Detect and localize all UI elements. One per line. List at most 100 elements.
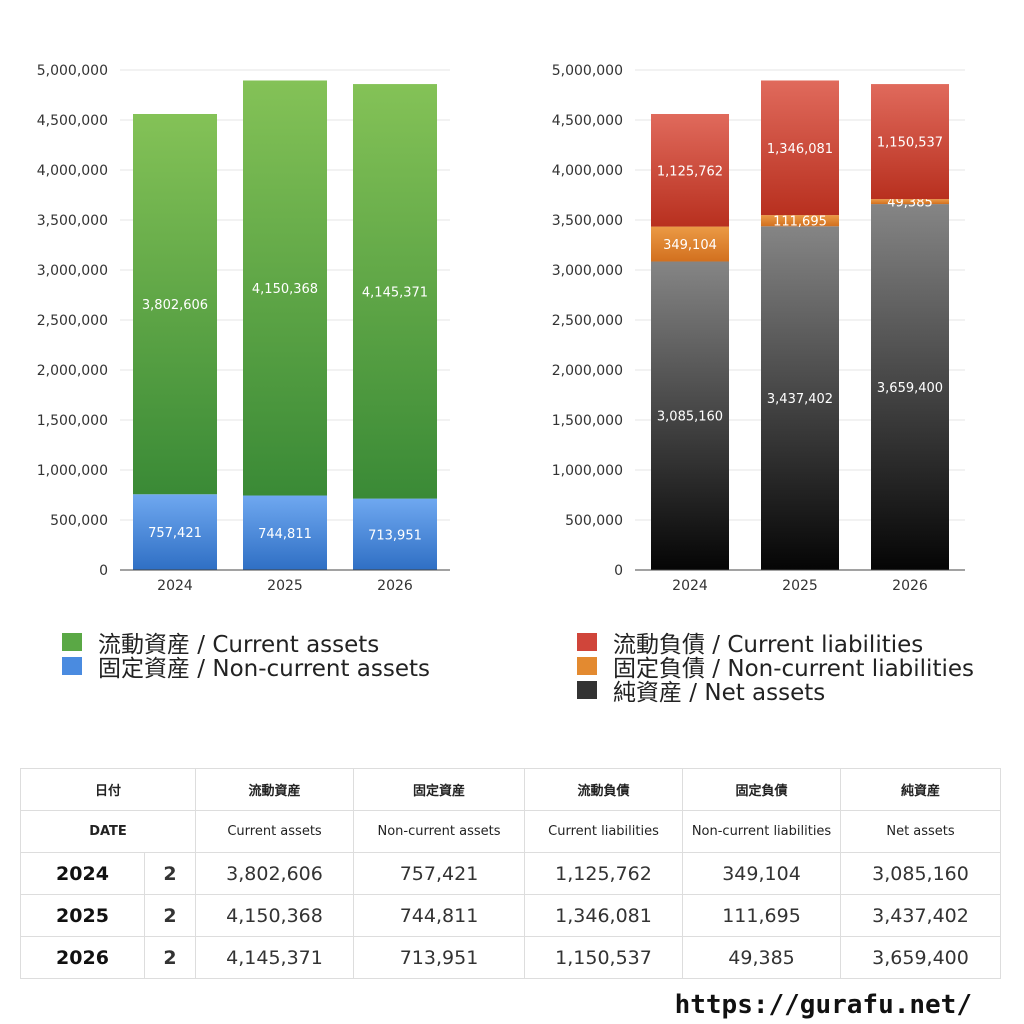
header-net-assets-ja: 純資産 [840,768,1002,811]
y-tick-label: 5,000,000 [552,63,623,79]
bar-segment [651,113,729,227]
assets-legend: 流動資産 / Current assets 固定資産 / Non-current… [62,630,430,682]
y-tick-label: 4,500,000 [552,113,623,129]
cell-noncurrent-liabilities: 111,695 [682,894,842,937]
row-date: 2024 [20,852,145,895]
row-count: 2 [143,852,197,895]
cell-current-assets: 4,145,371 [195,936,355,979]
legend-item-current-liabilities: 流動負債 / Current liabilities [577,630,974,658]
bar-segment [243,80,327,496]
y-tick-label: 3,000,000 [552,263,623,279]
y-tick-label: 2,500,000 [552,313,623,329]
cell-current-liabilities: 1,125,762 [524,852,684,895]
header-net-assets-en: Net assets [840,810,1002,853]
row-date: 2025 [20,894,145,937]
legend-label-noncurrent-assets: 固定資産 / Non-current assets [98,656,431,682]
table-header-row-en: DATE Current assets Non-current assets C… [19,810,1002,853]
cell-current-assets: 3,802,606 [195,852,355,895]
bar-value-label: 3,802,606 [142,298,208,313]
bar-value-label: 4,150,368 [252,282,318,297]
bar-value-label: 49,385 [887,196,933,211]
cell-noncurrent-liabilities: 349,104 [682,852,842,895]
table-header-row-ja: 日付 流動資産 固定資産 流動負債 固定負債 純資産 [19,768,1002,811]
bar-value-label: 713,951 [368,528,422,543]
bar-segment [871,84,949,200]
y-tick-label: 4,500,000 [37,113,108,129]
row-count: 2 [143,936,197,979]
row-count: 2 [143,894,197,937]
header-current-liabilities-ja: 流動負債 [524,768,684,811]
legend-label-net-assets: 純資産 / Net assets [613,680,826,706]
bar-segment [761,80,839,216]
y-tick-label: 500,000 [50,513,108,529]
legend-swatch-current-liabilities [577,633,597,651]
legend-swatch-noncurrent-assets [62,657,82,675]
header-noncurrent-assets-en: Non-current assets [353,810,526,853]
cell-net-assets: 3,659,400 [840,936,1002,979]
x-tick-label: 2026 [377,578,413,594]
y-tick-label: 4,000,000 [552,163,623,179]
bar-segment [133,113,217,495]
bar-value-label: 3,437,402 [767,392,833,407]
bar-value-label: 111,695 [773,215,827,230]
y-tick-label: 0 [99,563,108,579]
y-tick-label: 1,500,000 [37,413,108,429]
bar-segment [871,204,949,570]
y-tick-label: 3,500,000 [37,213,108,229]
legend-label-current-liabilities: 流動負債 / Current liabilities [613,632,924,658]
bar-value-label: 1,125,762 [657,164,723,179]
y-tick-label: 0 [614,563,623,579]
y-tick-label: 1,000,000 [552,463,623,479]
footer-url[interactable]: https://gurafu.net/ [674,990,972,1020]
legend-swatch-net-assets [577,681,597,699]
legend-swatch-noncurrent-liabilities [577,657,597,675]
bar-segment [651,261,729,570]
y-tick-label: 4,000,000 [37,163,108,179]
table-row: 2026 2 4,145,371 713,951 1,150,537 49,38… [20,936,1002,979]
bar-value-label: 1,346,081 [767,142,833,157]
bar-segment [761,215,839,227]
cell-net-assets: 3,437,402 [840,894,1002,937]
y-tick-label: 2,500,000 [37,313,108,329]
assets-chart: 0 500,000 1,000,000 1,500,000 2,000,000 2,500… [37,63,450,594]
y-tick-label: 500,000 [565,513,623,529]
bar-value-label: 4,145,371 [362,285,428,300]
cell-current-assets: 4,150,368 [195,894,355,937]
cell-net-assets: 3,085,160 [840,852,1002,895]
cell-noncurrent-assets: 713,951 [353,936,526,979]
bar-value-label: 757,421 [148,526,202,541]
table-row: 2024 2 3,802,606 757,421 1,125,762 349,1… [20,852,1002,895]
cell-noncurrent-assets: 744,811 [353,894,526,937]
header-date-ja: 日付 [19,768,197,811]
row-date: 2026 [20,936,145,979]
cell-current-liabilities: 1,150,537 [524,936,684,979]
y-tick-label: 1,000,000 [37,463,108,479]
header-date-en: DATE [19,810,197,853]
y-tick-label: 3,000,000 [37,263,108,279]
x-tick-label: 2024 [672,578,708,594]
bar-segment [761,226,839,570]
bar-value-label: 744,811 [258,527,312,542]
x-tick-label: 2024 [157,578,193,594]
bar-segment [651,226,729,262]
cell-noncurrent-liabilities: 49,385 [682,936,842,979]
bar-value-label: 3,085,160 [657,410,723,425]
bar-segment [243,495,327,570]
legend-item-net-assets: 純資産 / Net assets [577,678,974,706]
balance-sheet-table: 日付 流動資産 固定資産 流動負債 固定負債 純資産 DATE Current … [19,768,1002,979]
legend-swatch-current-assets [62,633,82,651]
legend-item-noncurrent-assets: 固定資産 / Non-current assets [62,654,430,682]
bar-segment [353,498,437,570]
y-tick-label: 2,000,000 [552,363,623,379]
legend-item-current-assets: 流動資産 / Current assets [62,630,430,658]
bar-value-label: 349,104 [663,238,717,253]
x-tick-label: 2025 [267,578,303,594]
balance-sheet-charts: 0 500,000 1,000,000 1,500,000 2,000,000 2,500… [37,63,965,594]
x-tick-label: 2025 [782,578,818,594]
header-noncurrent-liabilities-ja: 固定負債 [682,768,842,811]
cell-noncurrent-assets: 757,421 [353,852,526,895]
bar-segment [353,84,437,499]
legend-label-current-assets: 流動資産 / Current assets [98,632,380,658]
header-current-assets-ja: 流動資産 [195,768,355,811]
bar-segment [133,494,217,570]
